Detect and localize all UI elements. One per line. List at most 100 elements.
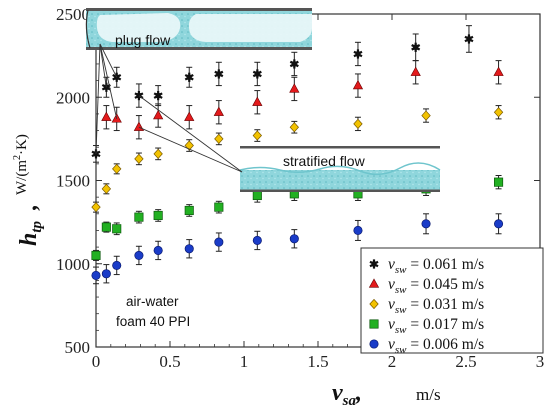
data-point <box>133 121 145 131</box>
plug-flow-label: plug flow <box>115 32 171 48</box>
data-point <box>421 110 431 121</box>
y-axis-sub: tp <box>29 220 45 232</box>
data-point <box>289 122 299 133</box>
annotation-pointers <box>95 43 243 173</box>
legend-entry-3: vsw = 0.017 m/s <box>369 316 484 336</box>
conditions-line2: foam 40 PPI <box>116 314 190 329</box>
legend-entry-0: vsw = 0.061 m/s <box>369 256 484 276</box>
data-point <box>289 234 299 244</box>
data-point <box>134 212 144 222</box>
legend-label: vsw = 0.017 m/s <box>388 316 484 336</box>
data-point <box>184 205 194 216</box>
series-4 <box>91 213 504 285</box>
data-point <box>101 222 111 232</box>
data-point <box>353 118 363 130</box>
legend-label: vsw = 0.031 m/s <box>388 296 484 316</box>
data-point <box>289 59 299 69</box>
legend-entry-1: vsw = 0.045 m/s <box>368 276 484 296</box>
legend-marker <box>369 319 379 329</box>
data-point <box>421 219 431 229</box>
data-point <box>214 133 224 145</box>
svg-text:vsa,: vsa, <box>332 380 362 409</box>
x-axis-sub: sa <box>342 393 357 409</box>
y-axis-title: htp , W/(m2·K) <box>12 134 45 246</box>
plug-flow-inset: plug flow <box>85 8 312 50</box>
y-tick-label: 2000 <box>56 88 90 107</box>
data-point <box>214 237 224 247</box>
legend-marker <box>368 278 380 288</box>
data-point <box>252 130 262 141</box>
x-tick-label: 0.5 <box>159 352 180 371</box>
legend-label: vsw = 0.061 m/s <box>388 256 484 276</box>
legend-marker <box>369 298 379 310</box>
data-point <box>464 34 474 44</box>
series-3 <box>91 175 504 261</box>
data-point <box>184 72 194 82</box>
data-point <box>153 210 163 221</box>
x-axis-title: vsa, m/s <box>332 380 441 409</box>
data-point <box>112 163 122 174</box>
data-point <box>213 106 224 116</box>
conditions-line1: air-water <box>126 294 179 309</box>
data-point <box>410 66 421 76</box>
x-axis-unit: m/s <box>416 385 441 404</box>
x-tick-label: 2.5 <box>455 352 476 371</box>
data-point <box>494 219 504 229</box>
pointer-line <box>138 95 243 173</box>
legend-marker <box>369 259 379 269</box>
data-point <box>153 109 164 120</box>
pointer-line <box>99 43 107 88</box>
pointer-line <box>99 43 118 119</box>
data-point <box>252 235 262 245</box>
data-point <box>494 177 504 187</box>
legend-marker <box>369 339 379 349</box>
series-1 <box>101 60 504 140</box>
axis-ticks: 0 0.5 1 1.5 2 2.5 3 500 1000 1500 2000 2500 <box>56 5 544 371</box>
data-point <box>101 183 112 194</box>
stratified-flow-label: stratified flow <box>283 153 366 169</box>
data-point <box>353 49 363 59</box>
data-point <box>112 72 122 82</box>
pointer-line <box>138 126 243 173</box>
legend-label: vsw = 0.045 m/s <box>388 276 484 296</box>
stratified-flow-inset: stratified flow <box>239 146 441 192</box>
data-point <box>411 42 421 52</box>
data-point <box>134 250 144 260</box>
data-point <box>101 269 111 279</box>
data-point <box>352 79 364 90</box>
y-tick-label: 500 <box>65 338 91 357</box>
y-axis-unit: W/(m2·K) <box>12 134 30 195</box>
data-point <box>252 96 263 106</box>
x-tick-label: 2 <box>388 352 397 371</box>
series-2 <box>91 105 504 213</box>
data-point <box>289 83 300 93</box>
y-tick-label: 2500 <box>56 5 90 24</box>
legend-label: vsw = 0.006 m/s <box>388 336 484 356</box>
x-tick-label: 3 <box>536 352 545 371</box>
x-tick-label: 1.5 <box>307 352 328 371</box>
y-tick-label: 1500 <box>56 172 90 191</box>
y-tick-label: 1000 <box>56 255 90 274</box>
legend-entry-2: vsw = 0.031 m/s <box>369 296 484 316</box>
data-point <box>214 69 224 79</box>
series-0 <box>91 25 474 163</box>
y-axis-symbol: htp <box>16 220 45 246</box>
data-point <box>112 224 122 234</box>
data-point <box>91 250 101 260</box>
svg-text:,: , <box>16 204 42 211</box>
data-point <box>153 90 163 101</box>
data-point <box>493 66 504 76</box>
data-point <box>214 202 224 212</box>
data-point <box>153 148 163 160</box>
data-point <box>252 190 262 201</box>
data-point <box>112 260 122 270</box>
data-point <box>493 107 504 118</box>
data-point <box>184 244 194 254</box>
data-point <box>252 69 262 79</box>
x-axis-var: v <box>332 380 343 406</box>
y-axis-var: h <box>16 233 42 246</box>
x-tick-label: 0 <box>92 352 101 371</box>
legend-entry-4: vsw = 0.006 m/s <box>369 336 484 356</box>
